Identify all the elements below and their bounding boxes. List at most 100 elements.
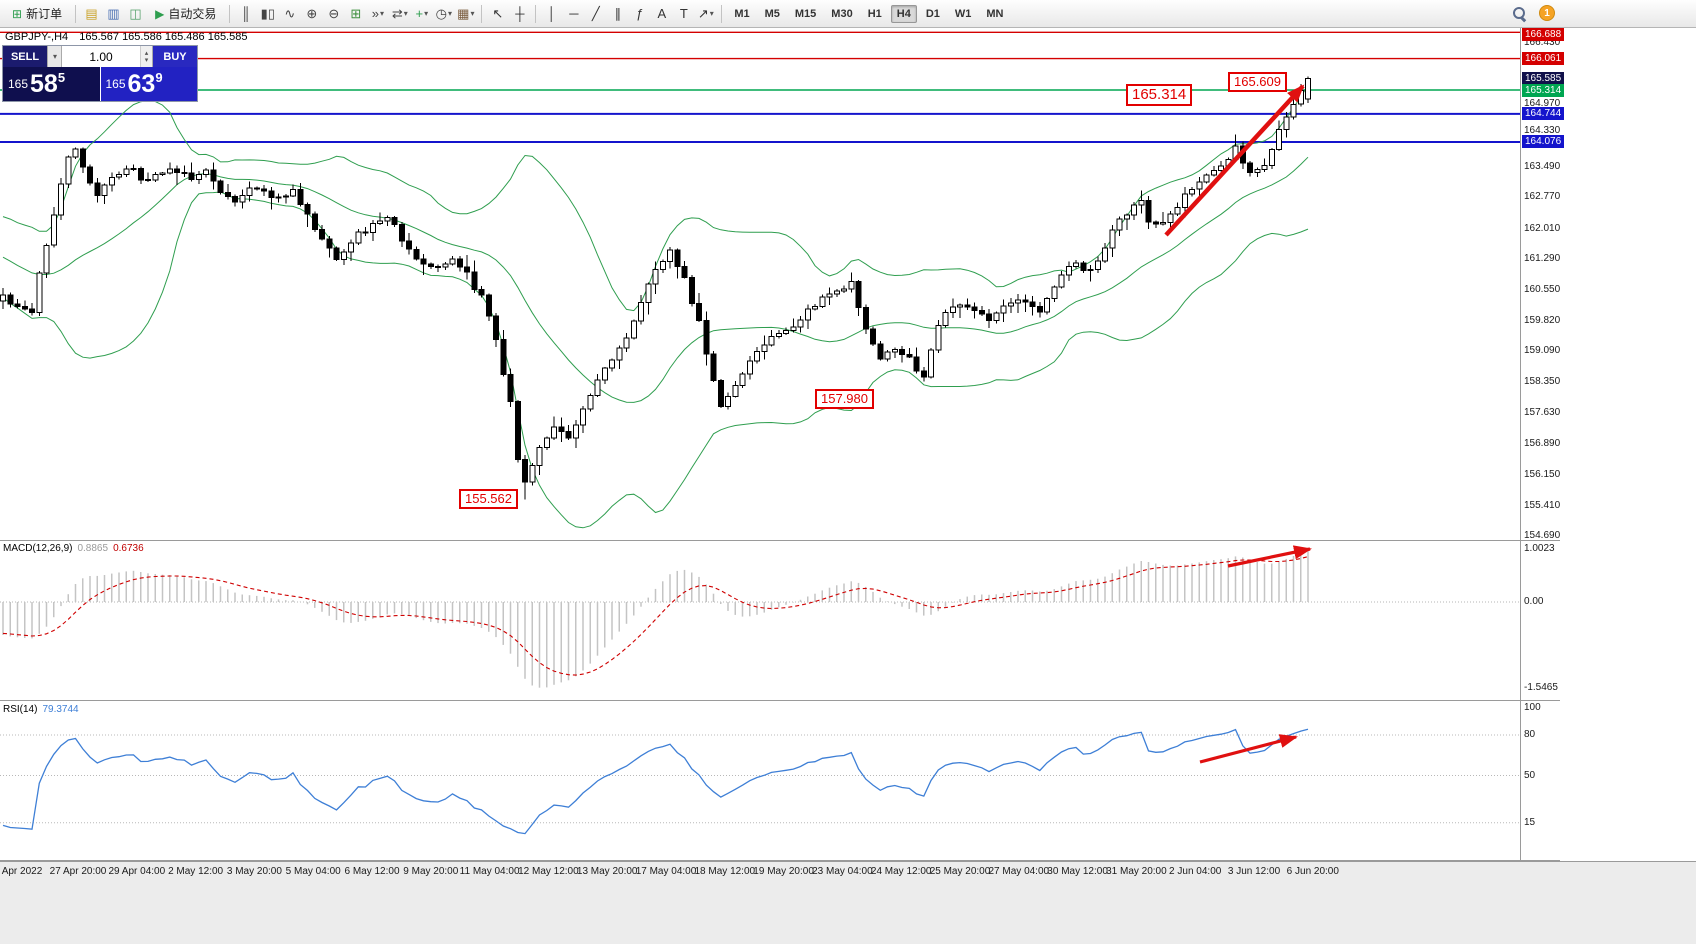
sell-price-panel[interactable]: 165 58 5 [3,67,100,101]
time-axis-label: 23 May 04:00 [812,866,873,877]
bar-chart-icon[interactable]: ║ [235,4,256,24]
volume-spinner[interactable]: ▴ ▾ [140,46,152,67]
horizontal-line-icon: ─ [569,6,579,21]
chart-canvas[interactable] [0,28,1560,861]
time-axis-label: 12 May 12:00 [518,866,579,877]
rsi-axis-label: 15 [1524,816,1536,828]
auto-scroll-icon[interactable]: » ▾ [367,4,388,24]
spinner-down-icon: ▾ [144,56,149,64]
buy-price-panel[interactable]: 165 63 9 [100,67,197,101]
chart-symbol-header: GBPJPY-,H4 165.567 165.586 165.486 165.5… [5,31,247,43]
templates-button[interactable]: ▦ ▾ [455,4,476,24]
fibonacci-icon[interactable]: ƒ [629,4,650,24]
new-order-icon: ⊞ [12,6,23,21]
candlestick-chart-icon[interactable]: ▮▯ [257,4,278,24]
main-toolbar: ⊞ 新订单 ▤ ▥ ◫ ▶ 自动交易 ║ ▮▯ ∿ ⊕ ⊖ ⊞» ▾ ⇄ ▾ + ▾ ◷ ▾ ▦ ▾ ↖ ┼ │ ─ ╱ ∥ ƒ A T ↗ ▾… [0,0,1696,28]
price-axis-label: 162.010 [1524,222,1561,234]
tile-windows-icon[interactable]: ⊞ [345,4,366,24]
volume-field-wrap: ▴▾ [62,46,153,67]
trendline-icon[interactable]: ╱ [585,4,606,24]
time-axis-label: 2 Jun 04:00 [1169,866,1222,877]
chevron-down-icon: ▾ [470,9,475,18]
buy-button[interactable]: BUY [153,46,197,67]
zoom-out-icon[interactable]: ⊖ [323,4,344,24]
volume-input[interactable] [62,46,140,67]
indicators-button[interactable]: + ▾ [411,4,432,24]
price-axis-label: 154.690 [1524,530,1561,542]
toolbar-separator [229,4,231,23]
data-window-icon[interactable]: ▥ [103,4,124,24]
price-callout[interactable]: 155.562 [459,489,518,509]
price-callout[interactable]: 157.980 [815,389,874,409]
macd-axis-label: -1.5465 [1524,682,1558,693]
timeframe-w1[interactable]: W1 [954,7,972,20]
price-callout[interactable]: 165.314 [1126,84,1193,106]
timeframe-mn[interactable]: MN [986,7,1004,20]
timeframe-m5[interactable]: M5 [764,7,780,20]
fibonacci-icon: ƒ [636,6,644,21]
time-axis-label: 27 May 04:00 [988,866,1050,877]
vertical-line-icon: │ [547,6,556,21]
timeframe-d1[interactable]: D1 [925,7,940,20]
timeframe-m30[interactable]: M30 [831,7,853,20]
spinner-up-icon: ▴ [144,49,149,57]
price-axis-label: 158.350 [1524,376,1561,388]
search-icon[interactable] [1512,6,1527,21]
arrows-icon[interactable]: ↗ ▾ [695,4,716,24]
bar-chart-icon: ║ [241,6,251,21]
chevron-down-icon: ▾ [447,9,452,18]
time-axis: Apr 2022 27 Apr 20:00 29 Apr 04:00 2 May 12… [0,861,1696,944]
price-axis-label: 161.290 [1524,253,1561,264]
time-axis-label: 6 May 12:00 [344,866,400,877]
horizontal-line-icon[interactable]: ─ [563,4,584,24]
timeframe-m1[interactable]: M1 [734,7,750,20]
time-axis-label: 27 Apr 20:00 [49,866,107,877]
vertical-line-icon[interactable]: │ [541,4,562,24]
zoom-in-icon[interactable]: ⊕ [301,4,322,24]
time-axis-label: 30 May 12:00 [1047,866,1108,877]
order-type-dropdown[interactable]: ▾ [47,46,62,67]
crosshair-icon[interactable]: ┼ [509,4,530,24]
text-label-icon[interactable]: T [673,4,694,24]
chart-shift-icon[interactable]: ⇄ ▾ [389,4,410,24]
ohlc-values: 165.567 165.586 165.486 165.585 [79,31,248,43]
notification-badge[interactable]: 1 [1539,5,1555,21]
equidistant-channel-icon[interactable]: ∥ [607,4,628,24]
timeframe-m15[interactable]: M15 [794,7,817,20]
text-icon[interactable]: A [651,4,672,24]
toolbar-items: ⊞ 新订单 ▤ ▥ ◫ ▶ 自动交易 ║ ▮▯ ∿ ⊕ ⊖ ⊞» ▾ ⇄ ▾ + ▾ ◷ ▾ ▦ ▾ ↖ ┼ │ ─ ╱ ∥ ƒ A T ↗ ▾… [4,2,1011,25]
time-axis-label: 2 May 12:00 [168,866,224,877]
timeframe-h4[interactable]: H4 [890,4,917,23]
chevron-down-icon: ▾ [424,9,429,18]
sell-price-pip: 5 [57,70,66,85]
tile-windows-icon: ⊞ [350,5,362,21]
new-order-button[interactable]: ⊞ 新订单 [4,2,70,25]
buy-price-base: 165 [105,77,126,91]
timeframe-h1[interactable]: H1 [867,7,882,20]
price-axis-label: 160.550 [1524,284,1561,296]
sell-price-main: 58 [30,69,58,98]
price-axis-label: 156.150 [1524,468,1561,480]
market-watch-icon[interactable]: ▤ [81,4,102,24]
price-axis-label: 156.890 [1524,437,1561,449]
macd-axis-label: 0.00 [1524,596,1544,607]
price-axis-label: 164.330 [1524,125,1561,137]
autotrading-button[interactable]: ▶ 自动交易 [147,2,224,25]
periods-button[interactable]: ◷ ▾ [433,4,454,24]
time-axis-label: 19 May 20:00 [753,866,814,877]
cursor-icon[interactable]: ↖ [487,4,508,24]
time-axis-label: 3 Jun 12:00 [1227,866,1281,877]
rsi-axis-label: 100 [1524,702,1541,713]
auto-scroll-icon: » [371,6,379,21]
time-axis-label: 25 May 20:00 [929,866,991,877]
navigator-icon[interactable]: ◫ [125,4,146,24]
price-callout[interactable]: 165.609 [1228,72,1287,92]
text-icon: A [657,6,667,21]
sell-button[interactable]: SELL [3,46,47,67]
time-axis-label: Apr 2022 [1,866,43,877]
price-axis-marker-blue: 164.076 [1522,135,1565,149]
line-chart-icon[interactable]: ∿ [279,4,300,24]
chart-background-layer [0,28,1560,861]
